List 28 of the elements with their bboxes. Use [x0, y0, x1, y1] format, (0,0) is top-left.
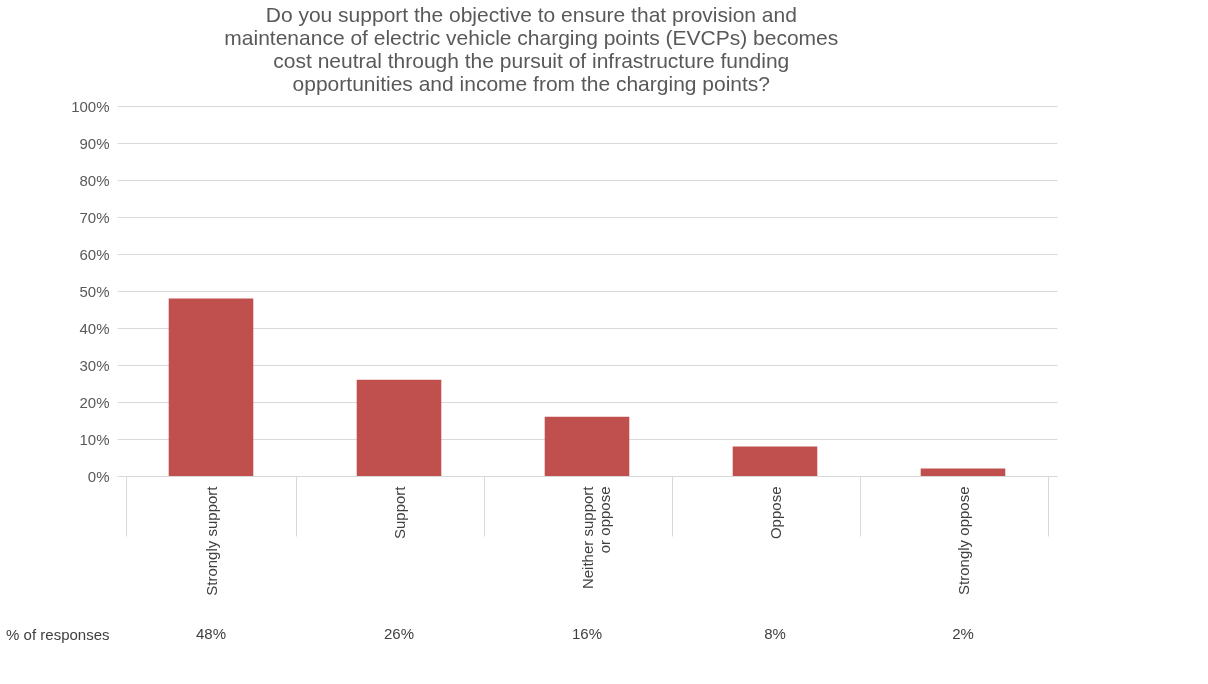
- data-label: 16%: [571, 625, 603, 642]
- y-tick-label: 0%: [87, 467, 110, 485]
- bar: [544, 416, 630, 476]
- y-tick-label: 10%: [79, 430, 110, 448]
- y-tick-label: 80%: [79, 171, 110, 189]
- x-tick-label: Support: [390, 485, 408, 540]
- y-tick-label: 90%: [79, 134, 110, 152]
- data-label: 26%: [383, 625, 415, 642]
- y-tick-label: 100%: [71, 97, 110, 115]
- bar: [732, 446, 818, 476]
- text: % of responses: [6, 625, 110, 643]
- x-tick-label: Oppose: [766, 486, 784, 540]
- x-tick-label: Strongly oppose: [954, 486, 972, 595]
- y-tick-label: 30%: [79, 356, 110, 374]
- chart-title: Do you support the objective to ensure that provision and maintenance of electric vehicle charging points (EVCPs) becomes cost neutral through the pursuit of infrastructure funding opportunities and income from the charging points?: [224, 3, 839, 95]
- y-tick-label: 70%: [79, 208, 110, 226]
- bar: [168, 298, 254, 476]
- y-tick-label: 50%: [79, 282, 110, 300]
- data-label: 2%: [952, 625, 974, 642]
- y-tick-label: 20%: [79, 393, 110, 411]
- data-label: 48%: [195, 625, 227, 642]
- x-tick-label: Neither support or oppose: [578, 485, 613, 590]
- x-tick-label: Strongly support: [202, 485, 220, 596]
- y-tick-label: 60%: [79, 245, 110, 263]
- data-label: 8%: [764, 625, 786, 642]
- bar: [920, 468, 1006, 476]
- y-tick-label: 40%: [79, 319, 110, 337]
- bar: [356, 379, 442, 476]
